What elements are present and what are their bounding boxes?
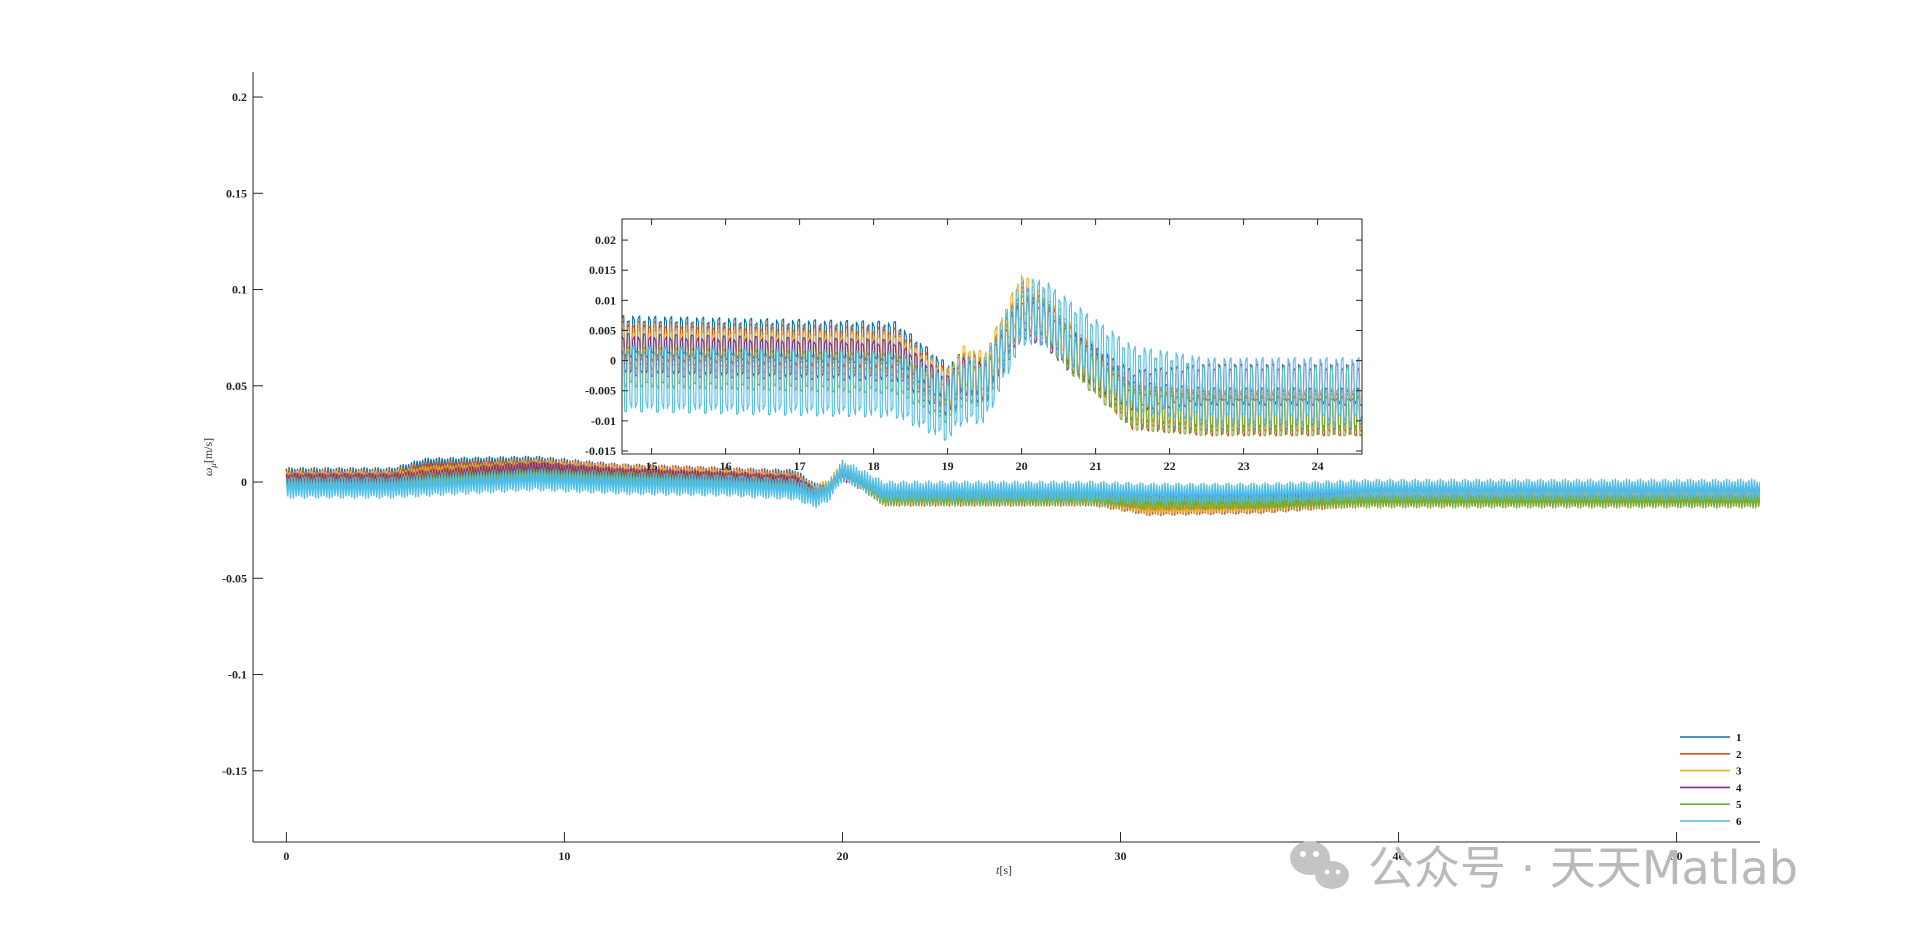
inset-zoom-x-tick-label: 15: [646, 459, 658, 473]
main-x-tick-label: 0: [283, 849, 289, 863]
main-y-tick-label: -0.15: [222, 764, 247, 778]
main-x-tick-label: 30: [1114, 849, 1126, 863]
main-y-tick-label: 0: [241, 475, 247, 489]
legend-label-3: 3: [1736, 766, 1742, 778]
x-axis-label: t[s]: [996, 863, 1012, 877]
main-x-tick-label: 50: [1671, 849, 1683, 863]
inset-zoom-x-tick-label: 22: [1164, 459, 1176, 473]
inset-zoom-x-tick-label: 17: [794, 459, 806, 473]
main-y-tick-label: 0.05: [226, 379, 247, 393]
x-axis-unit: [s]: [999, 863, 1012, 877]
main-plot: 0 10 20 30 40 500.20.150.10.050-0.05-0.1-0.15…: [201, 72, 1760, 877]
main-y-tick-label: 0.15: [226, 186, 247, 200]
inset-zoom-x-tick-label: 18: [868, 459, 880, 473]
inset-zoom-y-tick-label: 0.015: [589, 263, 616, 277]
main-x-tick-label: 20: [836, 849, 848, 863]
main-series-6: [285, 459, 1760, 509]
x-axis-var: t: [996, 863, 1000, 877]
inset-zoom-y-tick-label: 0: [610, 354, 616, 368]
watermark: 公众号 · 天天Matlab: [1290, 841, 1798, 895]
inset-zoom-y-tick-label: -0.01: [591, 414, 616, 428]
wechat-icon: [1290, 841, 1349, 889]
inset-zoom-series-6: [622, 278, 1362, 441]
inset-zoom-y-tick-label: 0.005: [589, 323, 616, 337]
inset-zoom-y-tick-label: 0.02: [595, 233, 616, 247]
y-axis-label: ωμ[m/s]: [201, 438, 218, 476]
legend-label-4: 4: [1736, 782, 1742, 794]
legend: 1 2 3 4 5 6: [1680, 732, 1742, 828]
legend-label-5: 5: [1736, 799, 1742, 811]
inset-zoom-y-tick-label: -0.015: [585, 444, 616, 458]
legend-label-1: 1: [1736, 732, 1742, 744]
inset-zoom-x-tick-label: 20: [1016, 459, 1028, 473]
inset-zoom-x-tick-label: 19: [942, 459, 954, 473]
y-axis-var: ω: [201, 468, 215, 476]
inset-zoom-frame: [621, 218, 1363, 455]
inset-plot: 15 16 17 18 19 20 21 22 23 24 0.02 0.015 0.01 0.005 0 -…: [585, 218, 1363, 473]
legend-label-6: 6: [1736, 816, 1742, 828]
main-y-tick-label: -0.05: [222, 571, 247, 585]
inset-zoom-x-tick-label: 23: [1238, 459, 1250, 473]
y-axis-sub: μ: [208, 463, 218, 469]
watermark-text: 公众号 · 天天Matlab: [1368, 841, 1798, 895]
inset-zoom-y-tick-label: -0.005: [585, 384, 616, 398]
inset-zoom-x-tick-label: 16: [720, 459, 732, 473]
inset-zoom-x-tick-label: 24: [1312, 459, 1324, 473]
main-x-tick-label: 10: [558, 849, 570, 863]
main-y-tick-label: 0.1: [232, 283, 247, 297]
legend-label-2: 2: [1736, 749, 1742, 761]
inset-zoom-x-tick-label: 21: [1090, 459, 1102, 473]
y-axis-unit: [m/s]: [201, 438, 215, 463]
main-y-tick-label: 0.2: [232, 90, 247, 104]
inset-zoom-y-tick-label: 0.01: [595, 293, 616, 307]
main-x-tick-label: 40: [1393, 849, 1405, 863]
main-y-tick-label: -0.1: [228, 668, 247, 682]
